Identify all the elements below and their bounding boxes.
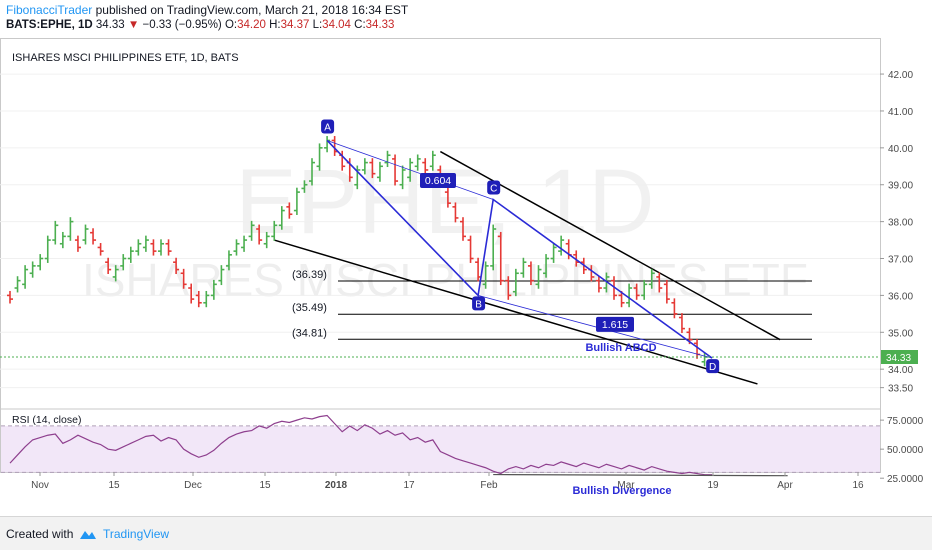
divergence-line xyxy=(493,473,788,477)
rsi-tick-label: 25.0000 xyxy=(887,474,924,485)
pattern-name: Bullish ABCD xyxy=(585,342,656,354)
fib-level-label: (36.39) xyxy=(292,269,327,281)
time-tick-label: 16 xyxy=(852,480,864,491)
ohlc-bar: BATS:EPHE, 1D 34.33 ▼ −0.33 (−0.95%) O:3… xyxy=(6,19,394,31)
footer: Created with TradingView xyxy=(0,516,932,550)
pattern-point-label: C xyxy=(490,183,497,194)
pattern-point-b[interactable] xyxy=(472,296,486,311)
pattern-point-label: D xyxy=(709,362,716,373)
abcd-pattern[interactable]: A B C D 0.604 1.615 xyxy=(321,119,720,374)
trendline-lower-channel[interactable] xyxy=(274,239,758,385)
tradingview-brand-link[interactable]: TradingView xyxy=(103,527,170,541)
ratio-line-ac xyxy=(326,140,494,200)
ratio-badge-ac xyxy=(420,173,456,189)
ratio-badge-bd xyxy=(596,316,634,332)
price-tick-label: 41.00 xyxy=(888,107,913,118)
price-tick-label: 42.00 xyxy=(888,70,913,81)
rsi-tick-label: 50.0000 xyxy=(887,445,924,456)
high-label: H: xyxy=(269,19,281,31)
price-tick-label: 34.00 xyxy=(888,365,913,376)
pattern-point-a[interactable] xyxy=(321,119,335,134)
time-tick-label: Apr xyxy=(777,480,793,491)
time-tick-label: 17 xyxy=(403,480,415,491)
price-axis[interactable]: 42.00 41.00 40.00 39.00 38.00 37.00 36.00 35.00… xyxy=(0,70,918,395)
price-tick-label: 37.00 xyxy=(888,255,913,266)
watermark-symbol: EPHE, 1D xyxy=(235,151,654,253)
symbol-label: BATS:EPHE, 1D xyxy=(6,19,93,31)
price-tick-label: 40.00 xyxy=(888,144,913,155)
time-tick-label: 19 xyxy=(707,480,719,491)
fib-level-label: (34.81) xyxy=(292,327,327,339)
time-tick-label: Dec xyxy=(184,480,202,491)
rsi-tick-label: 75.0000 xyxy=(887,416,924,427)
time-tick-label: Feb xyxy=(480,480,498,491)
tradingview-logo-icon xyxy=(80,531,96,539)
rsi-label: RSI (14, close) xyxy=(12,414,81,426)
chart-title: ISHARES MSCI PHILIPPINES ETF, 1D, BATS xyxy=(12,52,239,64)
chart-canvas[interactable]: EPHE, 1D ISHARES MSCI PHILIPPINES ETF IS… xyxy=(0,38,932,514)
rsi-annotation: Bullish Divergence xyxy=(572,485,671,497)
last-price: 34.33 xyxy=(95,19,125,31)
price-tick-label: 36.00 xyxy=(888,291,913,302)
time-axis[interactable]: Nov 15 Dec 15 2018 17 Feb Mar 19 Apr 16 xyxy=(31,472,864,491)
ratio-line-bd xyxy=(477,295,713,359)
price-tick-label: 39.00 xyxy=(888,181,913,192)
time-tick-label: 15 xyxy=(259,480,271,491)
pattern-point-c[interactable] xyxy=(487,180,501,195)
pattern-point-d[interactable] xyxy=(706,359,720,374)
ratio-label-bd: 1.615 xyxy=(602,319,628,331)
close-label: C: xyxy=(354,19,366,31)
ratio-label-ac: 0.604 xyxy=(425,175,451,187)
grid xyxy=(0,73,880,389)
fib-level-label: (35.49) xyxy=(292,302,327,314)
pattern-point-label: A xyxy=(324,122,331,133)
time-tick-label: Nov xyxy=(31,480,49,491)
author-link[interactable]: FibonacciTrader xyxy=(6,3,93,17)
down-arrow-icon: ▼ xyxy=(127,19,140,31)
price-tick-label: 33.50 xyxy=(888,384,913,395)
current-price-label: 34.33 xyxy=(886,353,911,364)
time-tick-label: Mar xyxy=(617,480,635,491)
high-value: 34.37 xyxy=(280,19,310,31)
current-price-badge xyxy=(881,350,918,365)
watermark: EPHE, 1D ISHARES MSCI PHILIPPINES ETF xyxy=(82,151,808,306)
low-value: 34.04 xyxy=(322,19,351,31)
close-value: 34.33 xyxy=(365,19,395,31)
time-tick-label: 2018 xyxy=(325,480,348,491)
created-with-label: Created with xyxy=(6,527,74,541)
open-value: 34.20 xyxy=(237,19,266,31)
candles xyxy=(7,136,708,367)
abcd-legs[interactable] xyxy=(326,139,713,359)
pattern-point-label: B xyxy=(475,299,482,310)
low-label: L: xyxy=(312,19,323,31)
rsi-pane: 75.0000 50.0000 25.0000 xyxy=(1,414,924,485)
publish-info: FibonacciTrader published on TradingView… xyxy=(6,3,408,17)
rsi-band xyxy=(1,425,880,473)
open-label: O: xyxy=(224,19,238,31)
price-change: −0.33 (−0.95%) xyxy=(142,19,222,31)
price-tick-label: 38.00 xyxy=(888,218,913,229)
rsi-line xyxy=(9,414,713,476)
watermark-name: ISHARES MSCI PHILIPPINES ETF xyxy=(82,254,808,306)
price-tick-label: 35.00 xyxy=(888,328,913,339)
published-text: published on TradingView.com, March 21, … xyxy=(95,3,409,17)
time-tick-label: 15 xyxy=(108,480,120,491)
